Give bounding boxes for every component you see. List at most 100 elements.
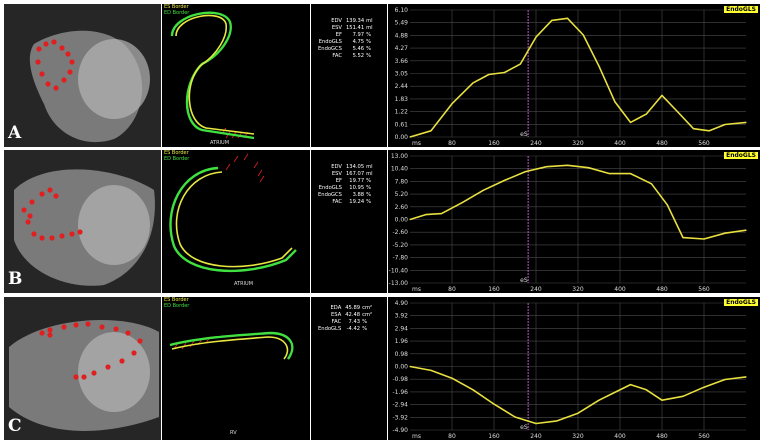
- mri-image: C: [4, 297, 161, 440]
- data-point: [682, 395, 684, 397]
- data-point: [745, 376, 747, 378]
- series-tag: EndoGLS: [724, 299, 758, 306]
- tracking-point: [85, 321, 91, 327]
- stat-row: FAC 19.24%: [317, 199, 374, 206]
- strain-chart: 13.00 10.40 7.80 5.20 2.60 0.00 -2.60 -5.20 -7.8…: [388, 150, 760, 293]
- mri-scan-graphic: [4, 4, 161, 147]
- x-tick-label: 320: [572, 286, 584, 293]
- y-tick-label: -1.96: [392, 389, 408, 396]
- x-tick-label: 240: [530, 433, 542, 440]
- tracking-point: [61, 324, 67, 330]
- stat-row: EF 7.97%: [317, 32, 374, 39]
- x-tick-label: 400: [614, 433, 626, 440]
- y-tick-label: 10.40: [391, 166, 408, 173]
- tracking-point: [137, 338, 143, 344]
- x-tick-label: 160: [488, 286, 500, 293]
- data-point: [482, 189, 485, 191]
- data-point: [425, 214, 427, 216]
- tracking-point: [73, 374, 79, 380]
- stat-name: EndoGLS: [318, 326, 342, 332]
- stat-unit: %: [366, 32, 372, 38]
- tracking-point: [61, 77, 67, 83]
- data-point: [598, 399, 600, 401]
- tracking-point: [39, 235, 45, 241]
- data-point: [708, 130, 710, 132]
- stat-name: FAC: [331, 319, 342, 325]
- stat-value: 167.07: [345, 171, 365, 177]
- stat-row: FAC 7.43%: [317, 319, 373, 326]
- data-point: [582, 34, 584, 36]
- x-axis-unit: ms: [412, 140, 421, 147]
- data-point: [461, 201, 464, 204]
- data-point: [692, 128, 695, 130]
- contour-label: RV: [230, 430, 237, 436]
- y-tick-label: -2.60: [392, 229, 408, 236]
- strain-chart: 6.10 5.49 4.88 4.27 3.66 3.05 2.44 1.83 1.22 0.61…: [388, 4, 760, 147]
- data-point: [724, 378, 726, 381]
- stat-value: 7.43: [348, 319, 361, 325]
- stat-name: EndoGCS: [318, 46, 342, 52]
- tracking-point: [131, 350, 137, 356]
- stat-value: 5.46: [352, 46, 365, 52]
- y-tick-label: 0.98: [395, 351, 409, 358]
- tracking-point: [31, 231, 37, 237]
- y-tick-label: 13.00: [391, 153, 408, 160]
- tracking-point: [125, 330, 131, 336]
- y-tick-label: 7.80: [395, 178, 409, 185]
- x-tick-label: 400: [614, 286, 626, 293]
- data-point: [745, 229, 747, 231]
- y-tick-label: -5.20: [392, 242, 408, 249]
- tracking-point: [39, 71, 45, 77]
- tracking-point: [65, 51, 71, 57]
- tracking-point: [21, 207, 27, 213]
- strain-curve: [409, 365, 747, 425]
- stat-name: FAC: [332, 53, 342, 59]
- x-tick-label: 80: [448, 140, 456, 147]
- legend-ed-border: ED Border: [164, 303, 190, 309]
- stat-unit: %: [362, 319, 368, 325]
- data-point: [703, 386, 705, 388]
- tracking-point: [91, 370, 97, 376]
- x-tick-label: 560: [698, 286, 710, 293]
- y-tick-label: 1.96: [395, 338, 409, 345]
- stat-row: EndoGCS 3.88%: [317, 192, 374, 199]
- legend-ed-border: ED Border: [164, 10, 190, 16]
- es-marker-label: eS: [520, 424, 528, 431]
- stat-name: EndoGCS: [318, 192, 342, 198]
- data-point: [503, 179, 506, 182]
- stat-name: EndoGLS: [318, 39, 342, 45]
- y-tick-label: -0.98: [392, 376, 408, 383]
- tracking-point: [29, 199, 35, 205]
- stat-name: ESV: [331, 25, 342, 31]
- panel-row-a: A ES Border ED Border ATRIUM EDV 139.34 ml ESV 1…: [4, 4, 760, 147]
- tracking-point: [81, 374, 87, 380]
- y-tick-label: 6.10: [395, 7, 409, 14]
- tracking-point: [105, 364, 111, 370]
- stat-unit: %: [366, 53, 372, 59]
- border-contour-view: ES Border ED Border ATRIUM: [162, 4, 310, 147]
- stat-unit: ml: [366, 18, 373, 24]
- ed-border-curve: [169, 331, 294, 360]
- es-marker-label: eS: [520, 131, 528, 138]
- data-point: [703, 238, 705, 240]
- strain-chart-svg: 6.10 5.49 4.88 4.27 3.66 3.05 2.44 1.83 1.22 0.61…: [395, 7, 747, 147]
- stat-unit: %: [366, 185, 372, 191]
- data-point: [535, 36, 537, 38]
- mri-scan-graphic: [4, 297, 161, 440]
- legend-es-border: ES Border: [164, 4, 189, 10]
- y-tick-label: 4.88: [395, 32, 409, 39]
- stat-row: EF 19.77%: [317, 178, 374, 185]
- tracking-point: [69, 59, 75, 65]
- y-tick-label: 2.60: [395, 204, 409, 211]
- data-point: [724, 232, 726, 234]
- strain-chart-svg: 4.90 3.92 2.94 1.96 0.98 0.00 -0.98 -1.96 -2.94 -…: [392, 300, 747, 440]
- x-tick-label: 400: [614, 140, 626, 147]
- tracking-point: [53, 193, 59, 199]
- data-point: [451, 103, 453, 105]
- stat-row: ESV 151.41 ml: [317, 25, 374, 32]
- x-tick-label: 80: [448, 286, 456, 293]
- strain-curve: [409, 164, 747, 240]
- data-point: [440, 213, 443, 215]
- y-tick-label: -13.00: [389, 280, 409, 287]
- stat-name: EDV: [331, 164, 342, 170]
